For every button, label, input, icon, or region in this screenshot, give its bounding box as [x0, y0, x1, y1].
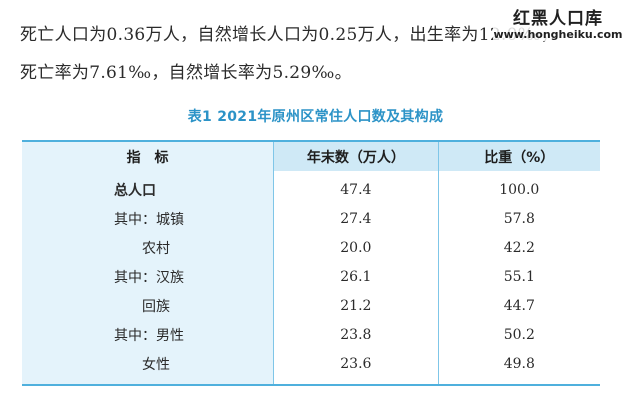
row-value-male: 23.8	[340, 326, 372, 343]
row-share-rural: 42.2	[503, 239, 535, 256]
row-value-urban: 27.4	[340, 210, 372, 227]
row-share-hui: 44.7	[503, 297, 535, 314]
row-label-female: 女性	[142, 356, 170, 373]
row-value-total: 47.4	[340, 181, 372, 198]
table-header-row: 指 标 年末数（万人） 比重（%）	[22, 142, 600, 171]
row-label-han: 其中：汉族	[114, 269, 184, 286]
row-label-male: 其中：男性	[114, 327, 184, 344]
row-label-total: 总人口	[114, 182, 156, 199]
header-indicator: 指 标	[22, 142, 274, 171]
paragraph-line-2: 死亡率为7.61‰，自然增长率为5.29‰。	[20, 63, 352, 83]
paragraph-line-1: 死亡人口为0.36万人，自然增长人口为0.25万人，出生率为12.0‰，	[20, 25, 559, 45]
header-share: 比重（%）	[437, 142, 600, 171]
row-value-hui: 21.2	[340, 297, 372, 314]
row-label-rural: 农村	[142, 240, 170, 257]
table-caption: 表1 2021年原州区常住人口数及其构成	[187, 109, 444, 125]
row-share-total: 100.0	[499, 181, 540, 198]
row-value-rural: 20.0	[340, 239, 372, 256]
table-bottom-rule	[22, 384, 600, 386]
row-share-male: 50.2	[503, 326, 535, 343]
watermark-title: 红黑人口库	[513, 9, 603, 29]
row-share-female: 49.8	[503, 355, 535, 372]
watermark-url: www.hongheiku.com	[493, 28, 623, 41]
value-column: 47.4 27.4 20.0 26.1 21.2 23.8 23.6	[273, 171, 437, 384]
share-column: 100.0 57.8 42.2 55.1 44.7 50.2 49.8	[437, 171, 600, 384]
header-year-end: 年末数（万人）	[273, 142, 437, 171]
watermark: 红黑人口库 www.hongheiku.com	[493, 4, 623, 41]
row-share-han: 55.1	[503, 268, 535, 285]
population-table: 指 标 年末数（万人） 比重（%） 总人口 其中：城镇 农村 其中：汉族 回族 …	[22, 140, 600, 386]
row-value-female: 23.6	[340, 355, 372, 372]
row-label-hui: 回族	[142, 298, 170, 315]
row-label-urban: 其中：城镇	[114, 211, 184, 228]
row-share-urban: 57.8	[503, 210, 535, 227]
table-top-rule	[22, 140, 600, 142]
label-column: 总人口 其中：城镇 农村 其中：汉族 回族 其中：男性 女性	[22, 171, 274, 384]
row-value-han: 26.1	[340, 268, 372, 285]
table-body: 总人口 其中：城镇 农村 其中：汉族 回族 其中：男性 女性 47.4 27.4…	[22, 171, 600, 384]
